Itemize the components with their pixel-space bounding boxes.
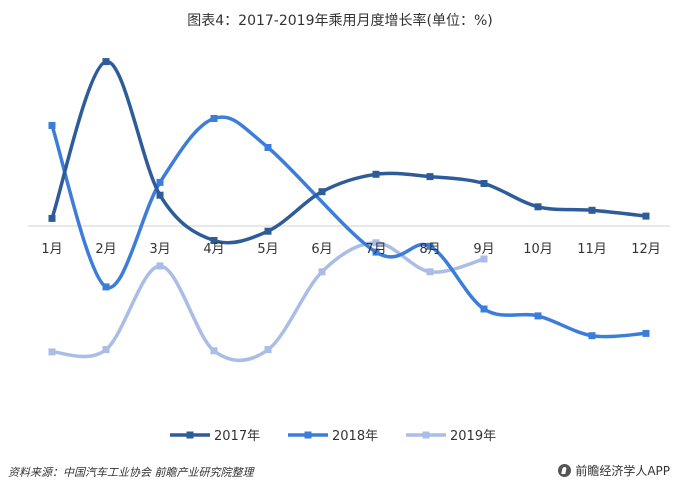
- x-tick-label: 7月: [365, 242, 386, 257]
- series-layer: [48, 58, 650, 363]
- data-point: [480, 305, 488, 313]
- data-point: [372, 170, 380, 178]
- legend-swatch-marker: [422, 431, 430, 439]
- brand-label: 前瞻经济学人APP: [575, 464, 670, 478]
- x-tick-label: 11月: [577, 242, 607, 257]
- x-tick-label: 9月: [473, 242, 494, 257]
- data-point: [102, 283, 110, 291]
- brand-logo-icon: [558, 464, 572, 477]
- series-2019年: [48, 239, 488, 363]
- data-point: [264, 227, 272, 235]
- data-point: [102, 58, 110, 66]
- legend-label: 2019年: [450, 429, 496, 444]
- data-point: [48, 122, 56, 129]
- x-tick-label: 10月: [523, 242, 553, 257]
- legend-label: 2018年: [332, 429, 378, 444]
- data-point: [480, 255, 488, 263]
- data-point: [426, 242, 434, 250]
- data-point: [210, 347, 218, 355]
- data-point: [372, 239, 380, 247]
- series-2017年: [48, 58, 650, 245]
- x-tick-labels: 1月 2月 3月 4月 5月 6月 7月 8月 9月 10月 11月 12月: [41, 242, 660, 257]
- legend-item: 2017年: [170, 429, 260, 444]
- data-point: [588, 206, 596, 214]
- data-point: [48, 348, 56, 356]
- data-point: [210, 237, 218, 244]
- x-tick-label: 8月: [419, 242, 440, 257]
- legend-item: 2019年: [406, 429, 496, 444]
- data-point: [264, 346, 272, 354]
- data-point: [210, 115, 218, 122]
- data-point: [534, 203, 542, 211]
- data-point: [534, 312, 542, 320]
- data-point: [642, 212, 650, 220]
- legend-swatch-marker: [304, 431, 312, 439]
- data-point: [318, 268, 326, 276]
- data-point: [480, 180, 488, 187]
- data-point: [426, 268, 434, 276]
- source-note: 资料来源：中国汽车工业协会 前瞻产业研究院整理: [8, 466, 254, 479]
- data-point: [156, 191, 164, 199]
- data-point: [156, 262, 164, 270]
- series-line: [50, 59, 648, 245]
- series-line: [50, 115, 648, 339]
- data-point: [642, 329, 650, 337]
- chart-title: 图表4：2017-2019年乘用月度增长率(单位：%): [187, 13, 493, 29]
- data-point: [426, 173, 434, 181]
- x-tick-label: 6月: [311, 242, 332, 257]
- x-tick-label: 5月: [257, 242, 278, 257]
- data-point: [264, 144, 272, 151]
- legend: 2017年 2018年 2019年: [170, 429, 496, 444]
- data-point: [372, 248, 380, 256]
- x-tick-label: 4月: [203, 242, 224, 257]
- data-point: [156, 178, 164, 186]
- legend-label: 2017年: [214, 429, 260, 444]
- x-tick-label: 2月: [95, 242, 116, 257]
- brand: 前瞻经济学人APP: [558, 462, 670, 479]
- data-point: [318, 188, 326, 196]
- x-tick-label: 1月: [41, 242, 62, 257]
- data-point: [588, 332, 596, 340]
- legend-item: 2018年: [288, 429, 378, 444]
- legend-swatch-marker: [186, 431, 194, 439]
- x-tick-label: 3月: [149, 242, 170, 257]
- data-point: [102, 346, 110, 354]
- data-point: [48, 214, 56, 222]
- series-line: [50, 241, 486, 363]
- series-2018年: [48, 115, 650, 340]
- x-tick-label: 12月: [631, 242, 661, 257]
